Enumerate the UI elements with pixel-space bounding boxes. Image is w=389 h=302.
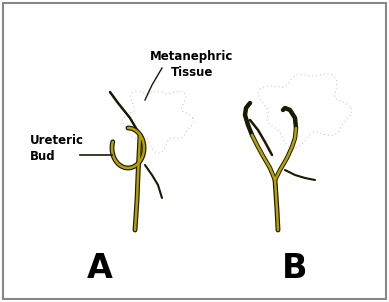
- Text: A: A: [87, 252, 113, 284]
- Text: Ureteric
Bud: Ureteric Bud: [30, 133, 84, 162]
- Text: Metanephric
Tissue: Metanephric Tissue: [150, 50, 234, 79]
- Text: B: B: [282, 252, 308, 284]
